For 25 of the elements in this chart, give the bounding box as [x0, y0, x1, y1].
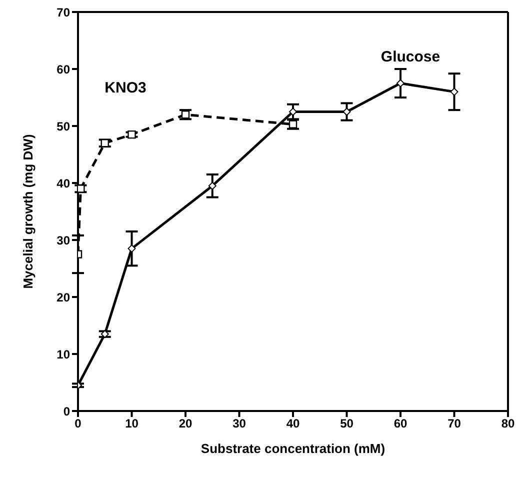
y-tick-label: 40: [56, 176, 70, 190]
y-axis-title: Mycelial growth (mg DW): [20, 134, 36, 289]
y-tick-label: 50: [56, 119, 70, 134]
point: [78, 184, 85, 193]
point: [288, 120, 298, 128]
point: [181, 110, 190, 119]
x-tick-label: 0: [74, 416, 82, 431]
x-tick-label: 60: [394, 416, 408, 431]
point: [128, 130, 136, 139]
series-label: Glucose: [380, 48, 440, 66]
y-tick-label: 30: [56, 233, 70, 248]
y-tick-label: 0: [63, 404, 70, 418]
y-tick-label: 70: [56, 5, 70, 20]
x-tick-label: 20: [178, 416, 192, 431]
x-tick-label: 70: [448, 416, 462, 431]
y-tick-label: 10: [56, 347, 70, 362]
y-tick-label: 20: [56, 290, 70, 304]
x-tick-label: 50: [340, 416, 354, 431]
x-tick-label: 40: [286, 416, 300, 431]
text: KNO3: [104, 80, 146, 97]
x-tick-label: 80: [501, 416, 515, 431]
y-tick-label: 60: [56, 62, 70, 76]
x-axis-title: Substrate concentration (mM): [200, 441, 386, 456]
x-tick-label: 10: [125, 416, 139, 431]
x-tick-label: 30: [232, 416, 246, 431]
